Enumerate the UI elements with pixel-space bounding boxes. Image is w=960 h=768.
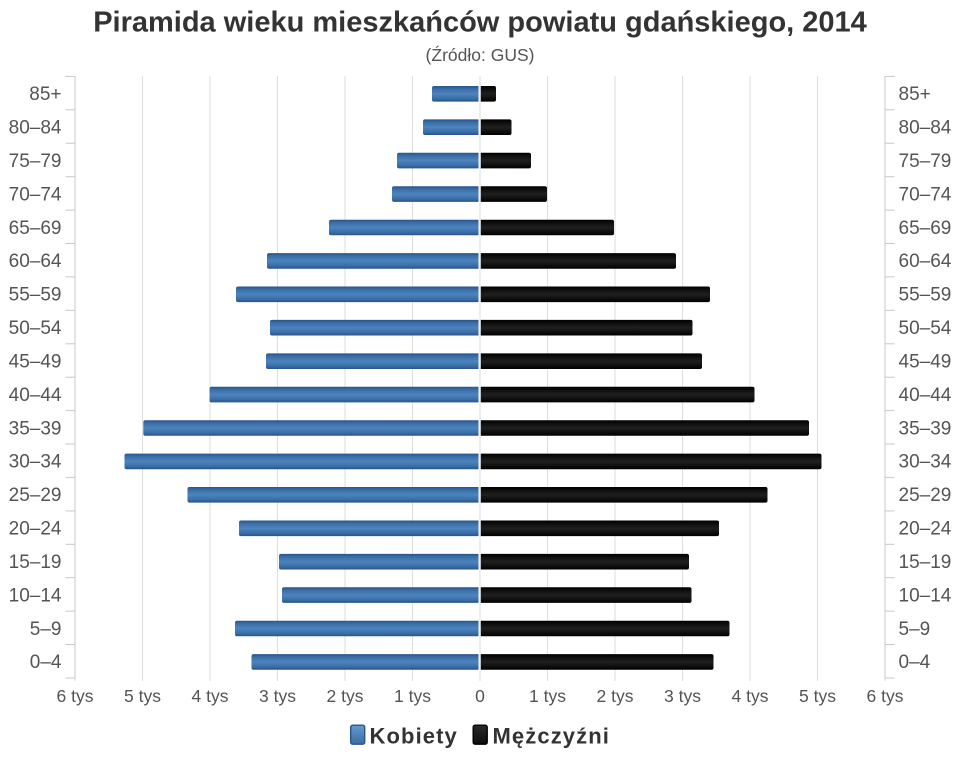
svg-text:2 tys: 2 tys: [327, 686, 364, 706]
svg-text:0–4: 0–4: [899, 652, 931, 673]
svg-text:45–49: 45–49: [899, 352, 952, 373]
svg-text:(Źródło: GUS): (Źródło: GUS): [426, 45, 535, 65]
svg-text:65–69: 65–69: [899, 218, 952, 239]
svg-text:6 tys: 6 tys: [57, 686, 94, 706]
svg-text:45–49: 45–49: [9, 352, 62, 373]
svg-text:Mężczyźni: Mężczyźni: [493, 724, 610, 749]
svg-text:55–59: 55–59: [9, 285, 62, 306]
svg-text:1 tys: 1 tys: [394, 686, 431, 706]
svg-text:25–29: 25–29: [899, 485, 952, 506]
svg-text:65–69: 65–69: [9, 218, 62, 239]
svg-text:50–54: 50–54: [9, 318, 62, 339]
svg-text:5 tys: 5 tys: [799, 686, 836, 706]
svg-text:3 tys: 3 tys: [259, 686, 296, 706]
svg-text:15–19: 15–19: [899, 552, 952, 573]
svg-text:60–64: 60–64: [9, 251, 62, 272]
svg-text:70–74: 70–74: [899, 184, 952, 205]
svg-text:4 tys: 4 tys: [732, 686, 769, 706]
svg-text:70–74: 70–74: [9, 184, 62, 205]
svg-text:30–34: 30–34: [9, 452, 62, 473]
svg-text:3 tys: 3 tys: [664, 686, 701, 706]
svg-text:5–9: 5–9: [30, 619, 62, 640]
svg-text:0: 0: [475, 686, 485, 706]
svg-text:80–84: 80–84: [9, 118, 62, 139]
svg-text:Kobiety: Kobiety: [370, 724, 458, 749]
svg-text:2 tys: 2 tys: [597, 686, 634, 706]
svg-text:20–24: 20–24: [9, 519, 62, 540]
svg-text:50–54: 50–54: [899, 318, 952, 339]
svg-text:40–44: 40–44: [899, 385, 952, 406]
svg-text:85+: 85+: [29, 84, 61, 105]
svg-text:55–59: 55–59: [899, 285, 952, 306]
svg-text:6 tys: 6 tys: [867, 686, 904, 706]
svg-text:Piramida wieku mieszkańców pow: Piramida wieku mieszkańców powiatu gdańs…: [93, 7, 867, 39]
svg-text:80–84: 80–84: [899, 118, 952, 139]
svg-text:75–79: 75–79: [9, 151, 62, 172]
svg-text:75–79: 75–79: [899, 151, 952, 172]
svg-text:35–39: 35–39: [899, 418, 952, 439]
svg-text:15–19: 15–19: [9, 552, 62, 573]
svg-text:5–9: 5–9: [899, 619, 931, 640]
svg-text:20–24: 20–24: [899, 519, 952, 540]
svg-text:30–34: 30–34: [899, 452, 952, 473]
svg-text:5 tys: 5 tys: [124, 686, 161, 706]
svg-text:40–44: 40–44: [9, 385, 62, 406]
svg-text:10–14: 10–14: [9, 585, 62, 606]
svg-text:25–29: 25–29: [9, 485, 62, 506]
svg-text:10–14: 10–14: [899, 585, 952, 606]
svg-text:60–64: 60–64: [899, 251, 952, 272]
svg-text:85+: 85+: [899, 84, 931, 105]
svg-text:1 tys: 1 tys: [529, 686, 566, 706]
svg-text:0–4: 0–4: [30, 652, 62, 673]
svg-text:35–39: 35–39: [9, 418, 62, 439]
svg-text:4 tys: 4 tys: [192, 686, 229, 706]
